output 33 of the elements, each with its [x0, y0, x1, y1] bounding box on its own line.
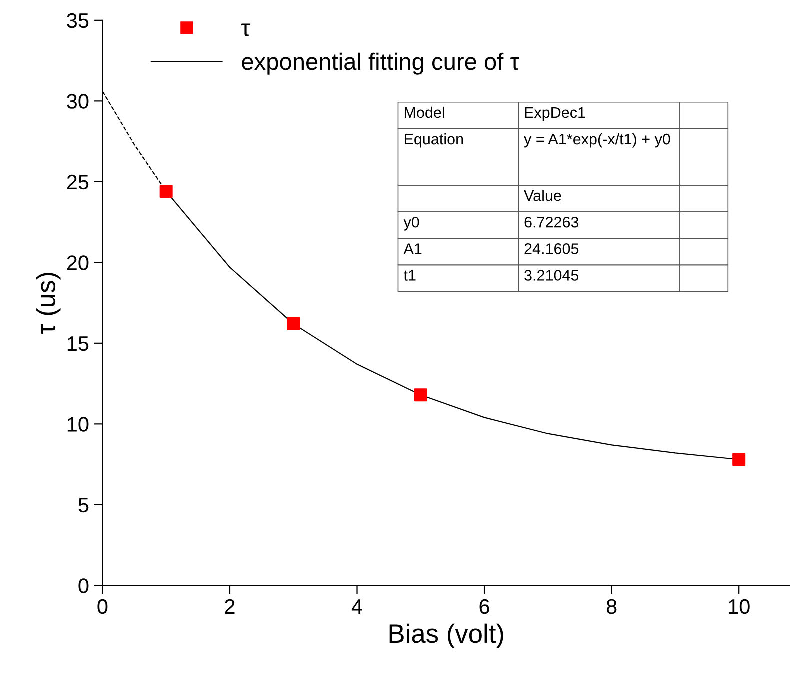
y-axis-title: τ (us): [36, 273, 61, 334]
point: [414, 388, 428, 402]
x-tick-label: 4: [352, 600, 362, 614]
x-axis-title: Bias (volt): [390, 624, 504, 648]
y-tick-label: 25: [67, 174, 89, 190]
y-tick-label: 35: [67, 13, 89, 28]
y-tick-label: 0: [78, 578, 89, 594]
legend-label: exponential fitting cure of τ: [242, 52, 520, 75]
x-tick-label: 10: [729, 599, 750, 614]
point: [732, 453, 746, 466]
annotation: 3.21045: [524, 270, 579, 281]
y-tick-label: 5: [78, 498, 89, 513]
annotation: Value: [524, 190, 562, 202]
annotation: Equation: [404, 133, 464, 148]
annotation: ExpDec1: [525, 107, 586, 122]
point: [160, 185, 173, 198]
annotation: 24.1605: [524, 244, 579, 254]
y-tick-label: 10: [68, 417, 89, 432]
x-tick-label: 0: [98, 599, 108, 614]
annotation: y0: [404, 216, 420, 231]
annotation: 6.72263: [524, 216, 579, 228]
x-tick-label: 2: [225, 599, 235, 614]
point: [287, 318, 300, 331]
y-tick-label: 20: [67, 256, 89, 270]
legend-label: τ: [242, 24, 250, 36]
annotation: y = A1*exp(-x/t1) + y0: [524, 133, 670, 148]
y-tick-label: 15: [68, 336, 89, 352]
x-tick-label: 8: [606, 599, 617, 614]
x-tick-label: 6: [480, 599, 490, 614]
y-tick-label: 30: [67, 94, 89, 109]
annotation: A1: [404, 244, 422, 254]
annotation: t1: [404, 270, 416, 281]
annotation: Model: [404, 106, 444, 118]
